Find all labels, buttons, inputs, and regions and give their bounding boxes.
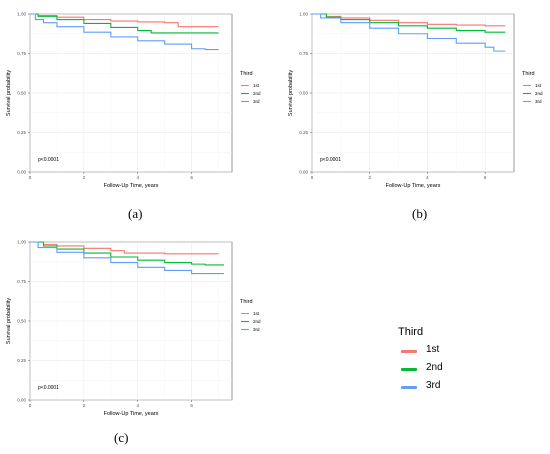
x-axis-label: Follow-Up Time, years (104, 411, 159, 417)
x-tick-label: 4 (136, 403, 139, 408)
legend-swatch-1st (401, 350, 417, 353)
y-tick-label: 0.25 (17, 130, 26, 135)
y-tick-label: 0.25 (299, 130, 308, 135)
legend-label-2nd: 2nd (426, 362, 443, 373)
x-tick-label: 0 (29, 403, 32, 408)
series-line-3rd (30, 241, 224, 275)
shared-legend-item-2nd: 2nd (398, 361, 508, 377)
y-tick-label: 0.75 (17, 279, 26, 284)
x-tick-label: 6 (190, 403, 193, 408)
x-tick-label: 0 (29, 175, 32, 180)
x-tick-label: 4 (136, 175, 139, 180)
y-tick-label: 0.50 (17, 91, 26, 96)
x-axis-label: Follow-Up Time, years (104, 183, 159, 189)
panel-c: 0 2 4 6 0.00 0.25 0.50 0.75 1.00 Follow-Up Time, … (6, 240, 261, 418)
legend-title: Third (240, 71, 253, 77)
p-value-annotation: p<0.0001 (320, 157, 341, 163)
legend-label-3rd: 3rd (426, 380, 441, 391)
y-tick-label: 1.00 (299, 12, 308, 17)
y-tick-label: 0.00 (17, 398, 26, 403)
x-axis-label: Follow-Up Time, years (386, 183, 441, 189)
legend-label-2nd: 2nd (535, 91, 543, 96)
series-line-1st (312, 13, 506, 27)
panel-b: 0 2 4 6 0.00 0.25 0.50 0.75 1.00 Follow-Up Time, … (288, 12, 543, 190)
legend-swatch-3rd (401, 386, 417, 389)
y-tick-label: 0.50 (17, 319, 26, 324)
series-line-3rd (312, 13, 506, 52)
x-tick-label: 2 (368, 175, 371, 180)
series-line-2nd (30, 241, 224, 266)
y-axis-label: Survival probability (6, 70, 12, 116)
y-tick-label: 0.25 (17, 358, 26, 363)
panel-a: 0 2 4 6 0.00 0.25 0.50 0.75 1.00 Follow-Up Time, … (6, 12, 261, 190)
series-line-2nd (312, 13, 506, 33)
y-axis-label: Survival probability (6, 298, 12, 344)
legend-label-1st: 1st (253, 83, 260, 88)
series-line-1st (30, 241, 219, 255)
legend-label-3rd: 3rd (253, 327, 260, 332)
legend-label-3rd: 3rd (253, 99, 260, 104)
x-tick-label: 4 (426, 175, 429, 180)
legend-swatch-2nd (401, 368, 417, 371)
caption-b: (b) (412, 206, 428, 221)
y-tick-label: 0.00 (299, 170, 308, 175)
series-line-3rd (30, 13, 219, 51)
series-line-1st (30, 13, 219, 28)
shared-legend-item-3rd: 3rd (398, 379, 508, 395)
legend-label-2nd: 2nd (253, 319, 261, 324)
shared-legend-item-1st: 1st (398, 343, 508, 359)
legend-label-1st: 1st (426, 344, 440, 355)
x-tick-label: 0 (311, 175, 314, 180)
x-tick-label: 6 (484, 175, 487, 180)
legend-label-1st: 1st (535, 83, 542, 88)
y-axis-label: Survival probability (288, 70, 294, 116)
y-tick-label: 0.00 (17, 170, 26, 175)
y-tick-label: 0.50 (299, 91, 308, 96)
y-tick-label: 1.00 (17, 240, 26, 245)
legend-label-2nd: 2nd (253, 91, 261, 96)
p-value-annotation: p<0.0001 (38, 385, 59, 391)
shared-legend: Third 1st 2nd 3rd (398, 326, 508, 406)
y-tick-label: 0.75 (299, 51, 308, 56)
series-line-2nd (30, 13, 219, 34)
x-tick-label: 2 (83, 175, 86, 180)
legend-label-1st: 1st (253, 311, 260, 316)
caption-c: (c) (114, 430, 129, 445)
caption-a: (a) (128, 206, 143, 221)
x-tick-label: 2 (83, 403, 86, 408)
x-tick-label: 6 (190, 175, 193, 180)
legend-title: Third (240, 299, 253, 305)
legend-title: Third (522, 71, 535, 77)
y-tick-label: 0.75 (17, 51, 26, 56)
shared-legend-title: Third (398, 326, 424, 338)
legend-label-3rd: 3rd (535, 99, 542, 104)
y-tick-label: 1.00 (17, 12, 26, 17)
p-value-annotation: p<0.0001 (38, 157, 59, 163)
